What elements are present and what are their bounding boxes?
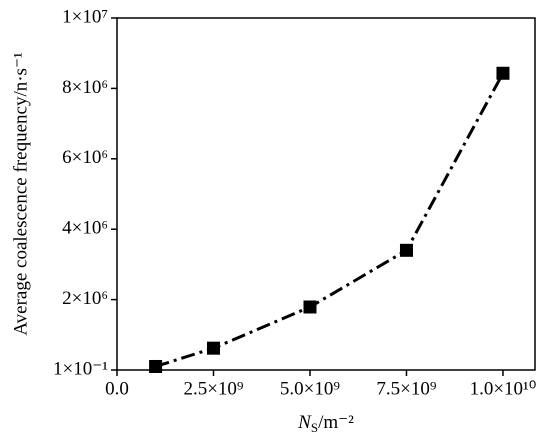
x-tick-label: 7.5×10⁹	[376, 378, 436, 399]
x-tick-label: 1.0×10¹⁰	[470, 378, 537, 399]
x-tick-label: 5.0×10⁹	[280, 378, 340, 399]
y-tick-label: 1×10⁷	[62, 6, 108, 27]
marker	[496, 66, 510, 80]
marker	[206, 341, 220, 355]
y-tick-label: 4×10⁶	[62, 218, 108, 239]
x-label-subscript: S	[311, 420, 318, 435]
marker	[399, 243, 413, 257]
marker	[149, 359, 163, 373]
x-tick-label: 0.0	[105, 378, 129, 399]
y-axis-label: Average coalescence frequency/n·s⁻¹	[10, 52, 31, 336]
y-tick-label: 8×10⁶	[62, 77, 108, 98]
y-tick-label: 1×10⁻¹	[53, 358, 108, 379]
x-axis-label: NS/m⁻²	[297, 412, 354, 435]
x-label-symbol: N	[297, 412, 312, 433]
plot-frame	[116, 17, 536, 371]
marker	[303, 300, 317, 314]
y-tick-label: 6×10⁶	[62, 147, 108, 168]
x-tick-label: 2.5×10⁹	[183, 378, 243, 399]
data-line	[155, 72, 505, 368]
x-label-unit: /m⁻²	[318, 412, 354, 433]
y-tick-label: 2×10⁶	[62, 288, 108, 309]
